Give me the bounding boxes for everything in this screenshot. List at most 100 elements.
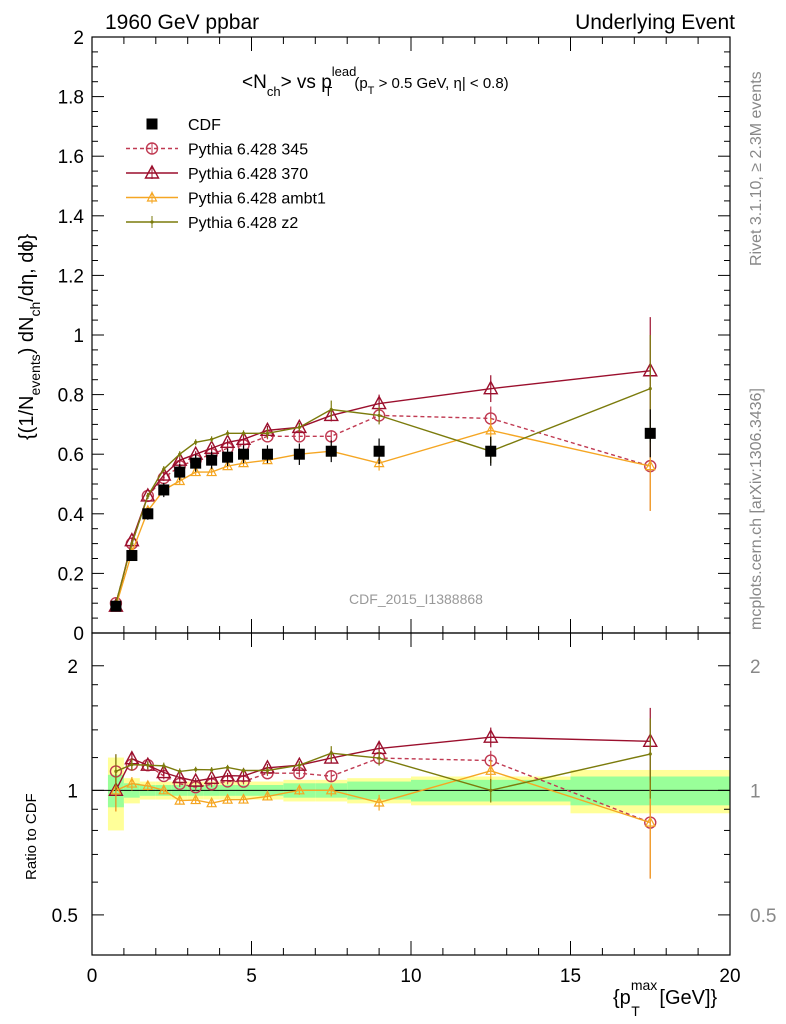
- ratio-point: [222, 793, 234, 804]
- ratio-point: [210, 768, 214, 772]
- plot-title: <Nch> vs plead T (pT > 0.5 GeV, η| < 0.8): [242, 64, 509, 99]
- data-point: [222, 459, 234, 471]
- y-tick-label: 1.8: [58, 88, 84, 109]
- legend-marker: [145, 142, 159, 155]
- ratio-point: [373, 796, 385, 807]
- ratio-point: [206, 796, 218, 808]
- ratio-point: [158, 784, 170, 795]
- ratio-point: [261, 790, 273, 801]
- legend-label: Pythia 6.428 345: [188, 142, 308, 159]
- ratio-point: [203, 769, 220, 785]
- legend-marker: [144, 164, 160, 179]
- ratio-point: [110, 784, 122, 795]
- ratio-point: [483, 728, 499, 743]
- y-tick-label: 0.2: [58, 564, 84, 585]
- ratio-point: [325, 784, 337, 795]
- cdf-point: [485, 445, 497, 457]
- data-point: [194, 440, 198, 444]
- legend-marker: [150, 220, 154, 224]
- legend-marker: [146, 191, 158, 202]
- data-point: [297, 425, 301, 429]
- y-tick-label: 1.2: [58, 266, 84, 287]
- data-point: [648, 387, 652, 391]
- ratio-point: [178, 769, 182, 773]
- cdf-point: [190, 457, 202, 469]
- data-point: [323, 406, 339, 422]
- ratio-point: [187, 772, 204, 787]
- cdf-point: [293, 448, 305, 460]
- ratio-point: [265, 768, 270, 773]
- data-point: [210, 437, 214, 441]
- y-tick-label: 1.4: [58, 207, 85, 228]
- ratio-point: [293, 784, 305, 795]
- data-point: [235, 430, 252, 445]
- ratio-point: [648, 752, 652, 756]
- legend-label: Pythia 6.428 ambt1: [188, 191, 326, 208]
- y-tick-label: 1.6: [58, 147, 84, 168]
- ratio-point: [489, 788, 493, 792]
- ratio-tick-label: 2: [67, 657, 78, 678]
- ratio-tick-label-right: 1: [750, 781, 761, 802]
- data-point: [225, 431, 230, 435]
- cdf-point: [110, 600, 122, 612]
- data-point: [241, 431, 246, 435]
- main-plot-area: 0 0.2 0.4 0.6 0.8 1 1.2 1.4 1.6 1.8 2: [58, 28, 731, 955]
- data-point: [377, 413, 381, 418]
- legend-label: Pythia 6.428 z2: [188, 215, 298, 232]
- ratio-tick-label-right: 2: [750, 657, 761, 678]
- cdf-point: [142, 508, 154, 520]
- cdf-point: [238, 448, 250, 460]
- legend-label: CDF: [188, 117, 221, 134]
- legend-label: Pythia 6.428 370: [188, 166, 308, 183]
- data-point: [265, 431, 270, 435]
- x-axis-label: {pmax T [GeV]}: [613, 977, 718, 1019]
- x-tick-label: 0: [87, 966, 98, 987]
- data-point: [190, 465, 202, 477]
- ratio-point: [130, 763, 134, 767]
- ratio-point: [377, 756, 381, 760]
- y-tick-label: 2: [73, 28, 84, 49]
- series-line-pythia-6-428-z2: [115, 387, 651, 604]
- y-tick-label: 0.4: [58, 505, 85, 526]
- data-point: [162, 467, 166, 471]
- ratio-point: [323, 749, 339, 764]
- analysis-watermark: CDF_2015_I1388868: [349, 591, 483, 607]
- data-point: [178, 452, 182, 456]
- ratio-point: [156, 764, 172, 779]
- ratio-point: [174, 794, 186, 805]
- y-axis-label: {(1/Nevents) dNch/dη, dϕ}: [16, 233, 43, 440]
- ratio-point: [162, 764, 166, 768]
- ratio-point: [194, 767, 198, 772]
- ratio-point: [142, 779, 154, 790]
- source-label: mcplots.cern.ch [arXiv:1306.3436]: [748, 388, 765, 630]
- ratio-point: [146, 763, 150, 767]
- data-point: [238, 456, 250, 468]
- x-tick-label: 10: [400, 966, 421, 987]
- ratio-point: [114, 769, 118, 773]
- data-point: [174, 474, 186, 486]
- cdf-point: [261, 448, 273, 460]
- y-tick-label: 0: [73, 624, 84, 645]
- header-left: 1960 GeV ppbar: [105, 11, 259, 34]
- x-tick-label: 20: [719, 966, 740, 987]
- ratio-frame: [91, 632, 731, 956]
- y-tick-label: 0.6: [58, 445, 84, 466]
- ratio-tick-label-right: 0.5: [750, 906, 776, 927]
- ratio-point: [126, 777, 138, 788]
- ratio-point: [235, 767, 252, 782]
- cdf-point: [158, 484, 170, 496]
- x-tick-label: 5: [246, 966, 257, 987]
- cdf-point: [373, 445, 385, 457]
- data-point: [485, 424, 497, 435]
- data-point: [206, 465, 218, 477]
- cdf-point: [174, 466, 186, 478]
- legend-marker: [146, 118, 158, 130]
- header-right: Underlying Event: [575, 11, 735, 34]
- data-point: [291, 418, 308, 434]
- data-point: [373, 456, 385, 468]
- x-tick-label: 15: [560, 966, 581, 987]
- ratio-plot-area: 0 5 10 15 20 0.5 0.5 1 1 2 2: [52, 632, 776, 987]
- cdf-point: [126, 550, 138, 562]
- ratio-point: [190, 793, 202, 805]
